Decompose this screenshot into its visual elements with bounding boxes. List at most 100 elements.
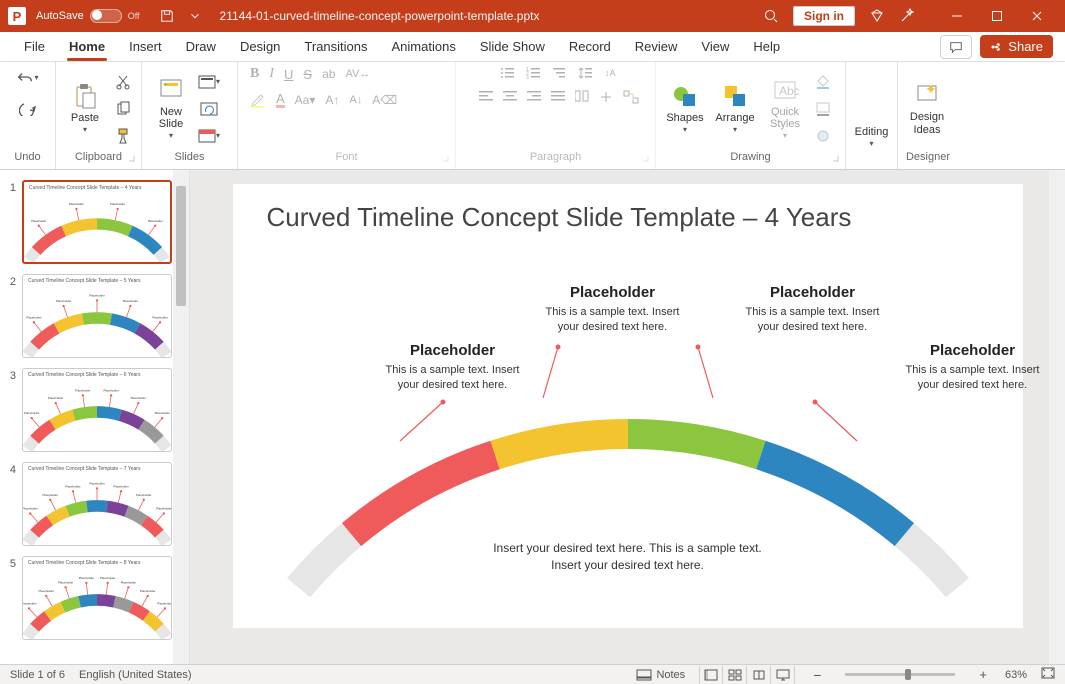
cut-button[interactable] <box>112 71 134 93</box>
maximize-button[interactable] <box>977 0 1017 32</box>
italic-button[interactable]: I <box>269 66 274 82</box>
numbering-button[interactable]: 123 <box>526 66 542 80</box>
arrange-button[interactable]: Arrange▾ <box>712 69 758 149</box>
highlight-button[interactable] <box>250 92 266 108</box>
clear-format-button[interactable]: A⌫ <box>372 93 397 107</box>
underline-button[interactable]: U <box>284 67 293 82</box>
align-left-button[interactable] <box>479 90 493 104</box>
slide-counter[interactable]: Slide 1 of 6 <box>10 669 65 681</box>
tab-help[interactable]: Help <box>741 32 792 61</box>
slideshow-button[interactable] <box>771 666 795 684</box>
signin-button[interactable]: Sign in <box>793 6 855 26</box>
language-indicator[interactable]: English (United States) <box>79 669 192 681</box>
reset-button[interactable] <box>198 98 220 120</box>
paste-button[interactable]: Paste▾ <box>62 69 108 149</box>
align-right-button[interactable] <box>527 90 541 104</box>
char-spacing-button[interactable]: AV↔ <box>345 68 370 80</box>
new-slide-button[interactable]: New Slide▾ <box>148 69 194 149</box>
qat-more-icon[interactable] <box>188 9 202 23</box>
zoom-out-button[interactable]: − <box>809 667 825 683</box>
fit-to-window-button[interactable] <box>1041 667 1055 682</box>
shape-outline-button[interactable] <box>812 98 834 120</box>
slide-thumbnail[interactable]: Curved Timeline Concept Slide Template –… <box>22 368 172 452</box>
editing-button[interactable]: Editing▾ <box>852 69 891 149</box>
shape-fill-button[interactable] <box>812 71 834 93</box>
strike-button[interactable]: S <box>303 67 312 82</box>
tab-view[interactable]: View <box>689 32 741 61</box>
comments-button[interactable] <box>940 35 972 59</box>
close-button[interactable] <box>1017 0 1057 32</box>
smartart-button[interactable] <box>623 90 639 104</box>
layout-button[interactable]: ▾ <box>198 71 220 93</box>
slide-body-text[interactable]: Insert your desired text here. This is a… <box>233 540 1023 574</box>
bullets-button[interactable] <box>500 66 516 80</box>
text-direction-button[interactable]: ↕A <box>604 66 618 80</box>
coming-soon-icon[interactable] <box>899 8 915 24</box>
justify-button[interactable] <box>551 90 565 104</box>
align-center-button[interactable] <box>503 90 517 104</box>
align-text-button[interactable] <box>599 90 613 104</box>
zoom-percent[interactable]: 63% <box>1005 669 1027 681</box>
copy-button[interactable] <box>112 98 134 120</box>
tab-draw[interactable]: Draw <box>174 32 228 61</box>
format-painter-button[interactable] <box>112 125 134 147</box>
list-level-button[interactable] <box>552 66 568 80</box>
slide-thumbnail[interactable]: Curved Timeline Concept Slide Template –… <box>22 462 172 546</box>
bold-button[interactable]: B <box>250 66 259 82</box>
redo-button[interactable] <box>17 98 39 120</box>
slide-canvas[interactable]: Curved Timeline Concept Slide Template –… <box>233 184 1023 628</box>
tab-animations[interactable]: Animations <box>380 32 468 61</box>
slide-thumbnails-panel[interactable]: 1 Curved Timeline Concept Slide Template… <box>0 170 190 664</box>
undo-button[interactable]: ▾ <box>17 66 39 88</box>
slide-thumbnail[interactable]: Curved Timeline Concept Slide Template –… <box>22 556 172 640</box>
shadow-button[interactable]: ab <box>322 67 335 81</box>
tab-home[interactable]: Home <box>57 32 117 61</box>
tab-slide-show[interactable]: Slide Show <box>468 32 557 61</box>
quick-styles-button[interactable]: Abc Quick Styles▾ <box>762 69 808 149</box>
tab-file[interactable]: File <box>12 32 57 61</box>
slide-thumbnail[interactable]: Curved Timeline Concept Slide Template –… <box>22 180 172 264</box>
change-case-button[interactable]: Aa▾ <box>295 93 316 107</box>
placeholder-block[interactable]: Placeholder This is a sample text. Inser… <box>738 284 888 335</box>
shape-effects-button[interactable] <box>812 125 834 147</box>
font-color-button[interactable]: A <box>276 92 285 108</box>
notes-button[interactable]: Notes <box>636 669 685 681</box>
thumbnail-row[interactable]: 3 Curved Timeline Concept Slide Template… <box>6 368 183 452</box>
shapes-button[interactable]: Shapes▾ <box>662 69 708 149</box>
placeholder-title: Placeholder <box>538 284 688 301</box>
save-icon[interactable] <box>160 9 174 23</box>
line-spacing-button[interactable] <box>578 66 594 80</box>
thumbnail-row[interactable]: 2 Curved Timeline Concept Slide Template… <box>6 274 183 358</box>
svg-text:↕A: ↕A <box>605 68 616 78</box>
placeholder-block[interactable]: Placeholder This is a sample text. Inser… <box>378 342 528 393</box>
slide-thumbnail[interactable]: Curved Timeline Concept Slide Template –… <box>22 274 172 358</box>
tab-review[interactable]: Review <box>623 32 690 61</box>
design-ideas-button[interactable]: Design Ideas <box>904 69 950 149</box>
font-size-dec-button[interactable]: A↓ <box>349 94 362 106</box>
reading-view-button[interactable] <box>747 666 771 684</box>
tab-design[interactable]: Design <box>228 32 292 61</box>
search-icon[interactable] <box>763 8 779 24</box>
columns-button[interactable] <box>575 90 589 104</box>
autosave-toggle[interactable]: AutoSave Off <box>36 9 140 23</box>
font-size-inc-button[interactable]: A↑ <box>325 93 339 107</box>
share-button[interactable]: Share <box>980 35 1053 58</box>
premium-icon[interactable] <box>869 8 885 24</box>
tab-insert[interactable]: Insert <box>117 32 174 61</box>
tab-transitions[interactable]: Transitions <box>292 32 379 61</box>
section-button[interactable]: ▾ <box>198 125 220 147</box>
sorter-view-button[interactable] <box>723 666 747 684</box>
minimize-button[interactable] <box>937 0 977 32</box>
thumbnail-row[interactable]: 1 Curved Timeline Concept Slide Template… <box>6 180 183 264</box>
normal-view-button[interactable] <box>699 666 723 684</box>
canvas-vertical-scrollbar[interactable] <box>1049 170 1065 664</box>
thumbnail-row[interactable]: 4 Curved Timeline Concept Slide Template… <box>6 462 183 546</box>
thumbnails-scrollbar[interactable] <box>173 170 189 664</box>
zoom-in-button[interactable]: + <box>975 667 991 682</box>
placeholder-block[interactable]: Placeholder This is a sample text. Inser… <box>538 284 688 335</box>
svg-text:3: 3 <box>526 75 529 80</box>
thumbnail-row[interactable]: 5 Curved Timeline Concept Slide Template… <box>6 556 183 640</box>
placeholder-block[interactable]: Placeholder This is a sample text. Inser… <box>898 342 1048 393</box>
tab-record[interactable]: Record <box>557 32 623 61</box>
zoom-slider[interactable] <box>845 673 955 676</box>
